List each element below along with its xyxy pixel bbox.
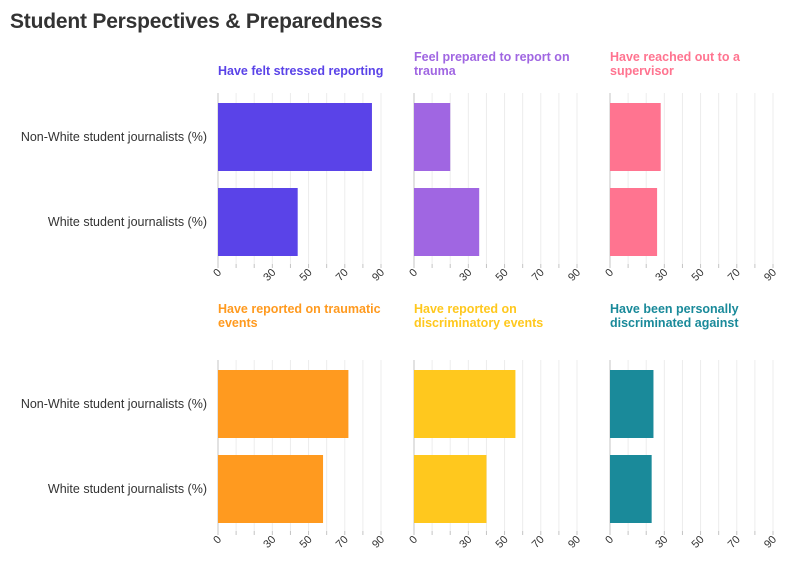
bar [414,188,480,256]
x-tick-label: 50 [690,267,707,284]
x-tick-label: 50 [690,534,707,551]
panel-title-line: Feel prepared to report on [414,50,570,64]
panel-title-line: Have reached out to a [610,50,741,64]
x-tick-label: 90 [762,534,779,551]
x-tick-label: 0 [211,267,224,280]
x-tick-label: 70 [530,534,547,551]
category-label: Non-White student journalists (%) [21,130,207,144]
bar [218,455,324,523]
panel-title-line: Have felt stressed reporting [218,64,383,78]
bar [610,188,658,256]
category-label: White student journalists (%) [48,215,207,229]
panel-title: Have reported on traumatic events [218,302,381,330]
panel-title-line: Have been personally [610,302,739,316]
panel-title-line: events [218,316,258,330]
panel-title: Feel prepared to report on trauma [414,50,570,78]
x-tick-label: 90 [370,534,387,551]
x-tick-label: 50 [298,534,315,551]
x-tick-label: 30 [261,534,278,551]
x-tick-label: 90 [370,267,387,284]
x-tick-label: 0 [603,534,616,547]
bar [610,455,652,523]
x-tick-label: 0 [407,267,420,280]
bar [610,370,654,438]
bar [414,455,487,523]
x-tick-label: 0 [603,267,616,280]
x-tick-label: 50 [494,534,511,551]
panel-title-line: Have reported on [414,302,517,316]
x-tick-label: 30 [653,267,670,284]
panel-title: Have reported on discriminatory events [414,302,543,330]
x-tick-label: 30 [457,267,474,284]
x-tick-label: 30 [653,534,670,551]
x-tick-label: 90 [762,267,779,284]
panel-title: Have been personally discriminated agains… [610,302,739,330]
category-label: White student journalists (%) [48,482,207,496]
panel-title-line: supervisor [610,64,674,78]
x-tick-label: 70 [726,534,743,551]
category-label: Non-White student journalists (%) [21,397,207,411]
x-tick-label: 70 [726,267,743,284]
x-tick-label: 50 [298,267,315,284]
bar [414,370,516,438]
bar [218,103,372,171]
x-tick-label: 0 [407,534,420,547]
panel-title: Have reached out to a supervisor [610,50,741,78]
x-tick-label: 70 [530,267,547,284]
x-tick-label: 30 [261,267,278,284]
x-tick-label: 70 [334,534,351,551]
x-tick-label: 30 [457,534,474,551]
bar [218,370,349,438]
x-tick-label: 50 [494,267,511,284]
panel-title-line: trauma [414,64,457,78]
x-tick-label: 0 [211,534,224,547]
chart-title: Student Perspectives & Preparedness [10,10,383,33]
x-tick-label: 90 [566,267,583,284]
bar [218,188,298,256]
panel-title-line: Have reported on traumatic [218,302,381,316]
panel-title: Have felt stressed reporting [218,64,383,78]
panel-title-line: discriminatory events [414,316,543,330]
bar [414,103,451,171]
panel-title-line: discriminated against [610,316,739,330]
x-tick-label: 90 [566,534,583,551]
bar [610,103,661,171]
x-tick-label: 70 [334,267,351,284]
